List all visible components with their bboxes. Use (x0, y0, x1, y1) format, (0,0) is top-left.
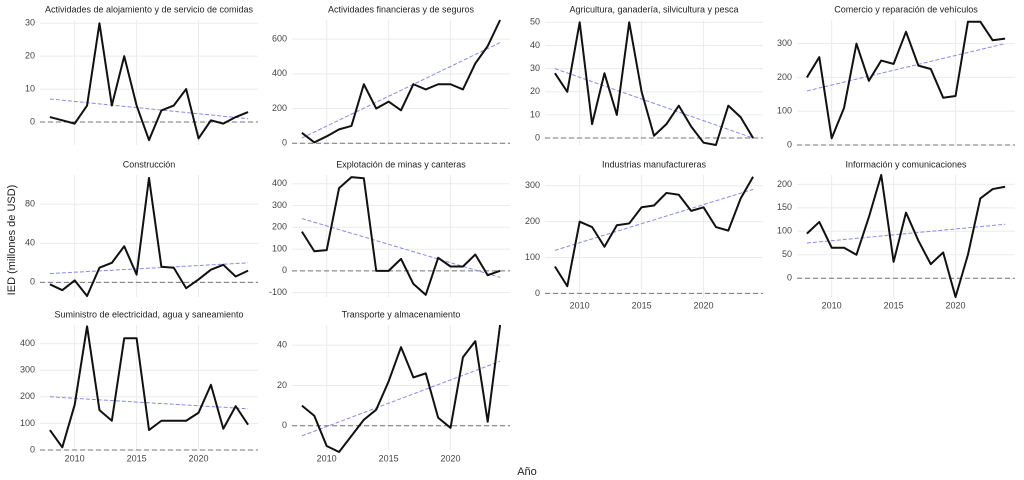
x-tick-label: 2020 (441, 453, 461, 463)
data-line (49, 325, 249, 449)
data-line (806, 20, 1006, 140)
y-tick-label: 300 (777, 38, 792, 48)
x-tick-label: 2010 (65, 453, 85, 463)
panel-title: Explotación de minas y canteras (336, 159, 466, 169)
y-tick-label: 100 (525, 252, 540, 262)
x-tick-label: 2015 (632, 300, 652, 310)
y-tick-label: 20 (277, 380, 287, 390)
y-tick-label: 0 (30, 116, 35, 126)
x-tick-label: 2010 (822, 300, 842, 310)
y-tick-label: 30 (530, 63, 540, 73)
y-tick-label: 0 (282, 265, 287, 275)
x-tick-label: 2010 (570, 300, 590, 310)
data-line (49, 176, 249, 298)
panel-title: Agricultura, ganadería, silvicultura y p… (569, 4, 738, 14)
x-tick-label: 2020 (189, 453, 209, 463)
y-tick-label: 200 (272, 103, 287, 113)
trend-line (554, 188, 754, 251)
y-tick-label: 80 (25, 199, 35, 209)
y-tick-label: 20 (25, 51, 35, 61)
data-line (806, 174, 1006, 298)
y-tick-label: 200 (20, 391, 35, 401)
y-tick-label: -100 (269, 287, 287, 297)
x-tick-label: 2015 (127, 453, 147, 463)
data-line (301, 19, 501, 144)
y-tick-label: 0 (30, 444, 35, 454)
y-tick-label: 50 (782, 249, 792, 259)
y-tick-label: 600 (272, 33, 287, 43)
y-tick-label: 0 (282, 138, 287, 148)
y-tick-label: 0 (787, 139, 792, 149)
trend-line (806, 43, 1006, 92)
y-tick-label: 100 (20, 418, 35, 428)
data-line (49, 22, 249, 142)
data-line (554, 21, 754, 146)
panel-title: Suministro de electricidad, agua y sanea… (54, 309, 243, 319)
y-axis-label: IED (millones de USD) (6, 185, 18, 296)
panel-title: Industrias manufactureras (602, 159, 707, 169)
y-tick-label: 0 (535, 288, 540, 298)
trend-line (49, 262, 249, 275)
data-line (554, 176, 754, 288)
y-tick-label: 0 (30, 277, 35, 287)
trend-line (49, 396, 249, 410)
x-tick-label: 2020 (946, 300, 966, 310)
panel-title: Actividades de alojamiento y de servicio… (45, 4, 254, 14)
y-tick-label: 300 (272, 200, 287, 210)
y-tick-label: 0 (787, 273, 792, 283)
y-tick-label: 0 (535, 132, 540, 142)
y-tick-label: 40 (530, 40, 540, 50)
trend-line (49, 98, 249, 120)
y-tick-label: 20 (530, 86, 540, 96)
trend-line (554, 68, 754, 139)
y-tick-label: 40 (277, 340, 287, 350)
trend-line (301, 360, 501, 437)
y-tick-label: 400 (272, 68, 287, 78)
y-tick-label: 200 (272, 222, 287, 232)
y-tick-label: 200 (525, 216, 540, 226)
trend-line (301, 42, 501, 139)
y-tick-label: 400 (20, 338, 35, 348)
y-tick-label: 150 (777, 202, 792, 212)
y-tick-label: 200 (777, 179, 792, 189)
x-tick-label: 2020 (694, 300, 714, 310)
x-axis-label: Año (517, 466, 537, 478)
x-tick-label: 2010 (317, 453, 337, 463)
y-tick-label: 30 (25, 18, 35, 28)
trend-line (806, 223, 1006, 244)
data-line (301, 324, 502, 454)
trend-line (301, 218, 501, 278)
panel-title: Comercio y reparación de vehículos (834, 4, 978, 14)
y-tick-label: 0 (282, 420, 287, 430)
y-tick-label: 40 (25, 238, 35, 248)
data-line (301, 176, 501, 296)
panel-title: Información y comunicaciones (845, 159, 967, 169)
panel-title: Transporte y almacenamiento (342, 309, 461, 319)
x-tick-label: 2015 (379, 453, 399, 463)
y-tick-label: 200 (777, 72, 792, 82)
y-tick-label: 50 (530, 17, 540, 27)
y-tick-label: 10 (25, 83, 35, 93)
y-tick-label: 10 (530, 109, 540, 119)
panel-title: Actividades financieras y de seguros (328, 4, 475, 14)
y-tick-label: 100 (272, 243, 287, 253)
y-tick-label: 100 (777, 226, 792, 236)
y-tick-label: 100 (777, 106, 792, 116)
x-tick-label: 2015 (884, 300, 904, 310)
y-tick-label: 300 (525, 180, 540, 190)
y-tick-label: 400 (272, 178, 287, 188)
panel-title: Construcción (123, 159, 176, 169)
y-tick-label: 300 (20, 365, 35, 375)
